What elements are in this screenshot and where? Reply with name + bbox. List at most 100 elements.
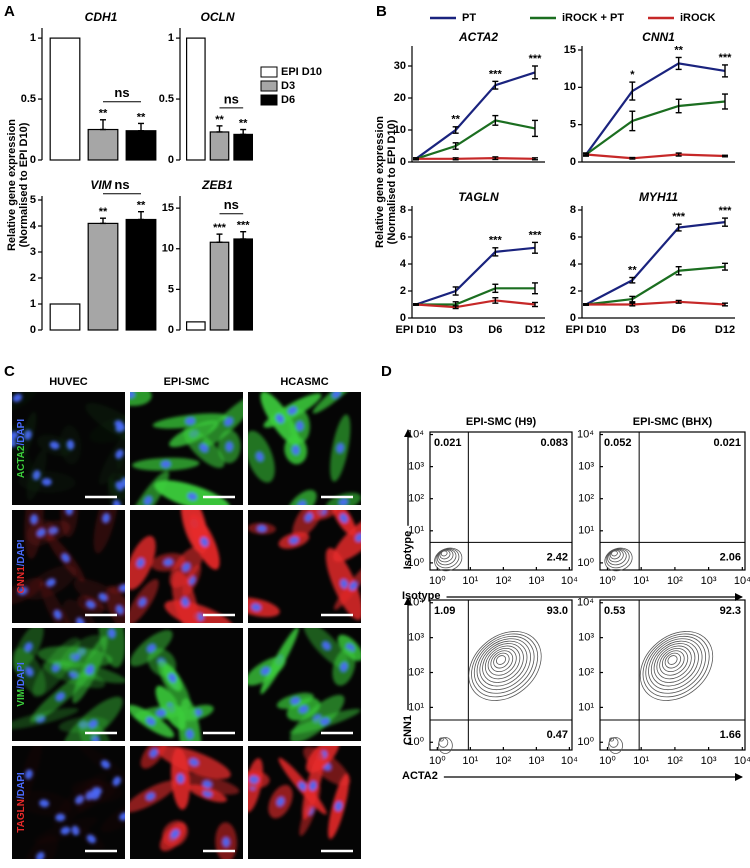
significance: **	[674, 44, 683, 56]
quadrant-value: 2.06	[720, 551, 741, 563]
y-tick-label: 10²	[408, 666, 424, 678]
contour-ring	[645, 635, 706, 694]
chart-title: ZEB1	[201, 178, 233, 192]
series-line	[415, 119, 536, 160]
y-tick-label: 10³	[578, 461, 594, 473]
nucleus	[260, 666, 271, 676]
y-tick-label: 10⁴	[577, 428, 594, 440]
nucleus	[149, 748, 159, 758]
significance: **	[215, 114, 224, 126]
chart-title: OCLN	[201, 10, 235, 24]
legend-swatch	[260, 94, 278, 106]
error-bar	[216, 125, 223, 133]
nucleus	[331, 392, 341, 399]
column-header: EPI-SMC	[164, 376, 210, 388]
error-bar	[492, 80, 499, 90]
series-line	[415, 299, 536, 309]
x-tick-label: 10³	[528, 575, 544, 587]
error-bar	[452, 126, 459, 134]
x-tick-label: 10¹	[633, 575, 649, 587]
bar	[209, 131, 230, 161]
y-tick-label: 0	[30, 154, 36, 166]
y-tick-label: 6	[400, 231, 406, 243]
x-tick-label: D6	[488, 324, 502, 336]
error-bar	[583, 153, 589, 156]
y-tick-label: 3	[30, 246, 36, 258]
bar	[125, 130, 157, 161]
nucleus	[146, 643, 156, 653]
error-bar	[452, 157, 459, 161]
legend-label: PT	[462, 12, 476, 24]
y-tick-label: 30	[394, 60, 406, 72]
nucleus	[65, 510, 74, 516]
nucleus	[156, 709, 166, 717]
significance: **	[451, 114, 460, 126]
legend-label: D6	[281, 94, 295, 106]
column-header: HCASMC	[280, 376, 328, 388]
row-label: VIM/DAPI	[16, 662, 27, 707]
row-label: CNN1/DAPI	[16, 539, 27, 593]
nucleus	[200, 537, 209, 547]
x-tick-label: 10¹	[462, 575, 478, 587]
nucleus	[36, 851, 45, 859]
y-tick-label: 6	[570, 231, 576, 243]
x-tick-label: 10²	[495, 755, 511, 767]
contour-ring	[653, 643, 696, 683]
contour-ring	[482, 643, 524, 683]
y-axis-label: (Normalised to EPI D10)	[386, 119, 398, 244]
nucleus	[25, 666, 34, 677]
nucleus	[222, 837, 230, 848]
y-axis-label: Relative gene expression	[6, 119, 18, 251]
nucleus	[176, 773, 185, 784]
nucleus	[224, 417, 234, 427]
error-bar	[216, 233, 223, 243]
nucleus	[86, 834, 96, 844]
error-bar	[452, 305, 459, 310]
nucleus	[55, 692, 65, 702]
contour-ring	[642, 633, 710, 698]
nucleus	[75, 795, 85, 805]
nucleus	[225, 441, 234, 452]
contour-ring	[493, 652, 510, 669]
error-bar	[722, 262, 728, 271]
quadrant-value: 92.3	[720, 605, 741, 617]
y-tick-label: 2	[570, 285, 576, 297]
contour-ring	[667, 655, 678, 665]
error-bar	[492, 156, 499, 161]
y-tick-label: 10²	[578, 666, 594, 678]
error-bar	[675, 223, 682, 232]
y-tick-label: 10¹	[578, 525, 594, 537]
nucleus	[85, 664, 95, 675]
quadrant-value: 0.052	[604, 437, 632, 449]
bar	[233, 238, 253, 331]
error-bar	[492, 283, 499, 294]
nucleus	[185, 729, 194, 740]
error-bar	[675, 152, 682, 157]
y-tick-label: 10¹	[578, 701, 594, 713]
quadrant-value: 0.021	[713, 437, 741, 449]
micrograph	[12, 510, 125, 623]
nucleus	[338, 498, 349, 505]
error-bar	[532, 241, 538, 254]
cells	[24, 760, 125, 859]
x-tick-label: D3	[449, 324, 463, 336]
panel-letter: A	[4, 3, 15, 20]
nucleus	[163, 558, 174, 567]
series-line	[415, 71, 536, 160]
nucleus	[118, 584, 125, 592]
contour-ring	[495, 655, 507, 665]
nucleus	[146, 717, 156, 726]
error-bar	[138, 122, 144, 132]
y-axis-label: CNN1	[402, 715, 414, 745]
y-tick-label: 10³	[408, 461, 424, 473]
panel-letter: B	[376, 3, 387, 20]
error-bar	[100, 119, 106, 131]
micrograph	[248, 746, 361, 859]
bracket-label: ns	[224, 91, 239, 106]
nucleus	[53, 609, 62, 620]
y-tick-label: 15	[564, 44, 576, 56]
nucleus	[160, 460, 171, 469]
nucleus	[71, 825, 80, 836]
error-bar	[532, 301, 538, 308]
y-tick-label: 10⁰	[407, 557, 424, 569]
